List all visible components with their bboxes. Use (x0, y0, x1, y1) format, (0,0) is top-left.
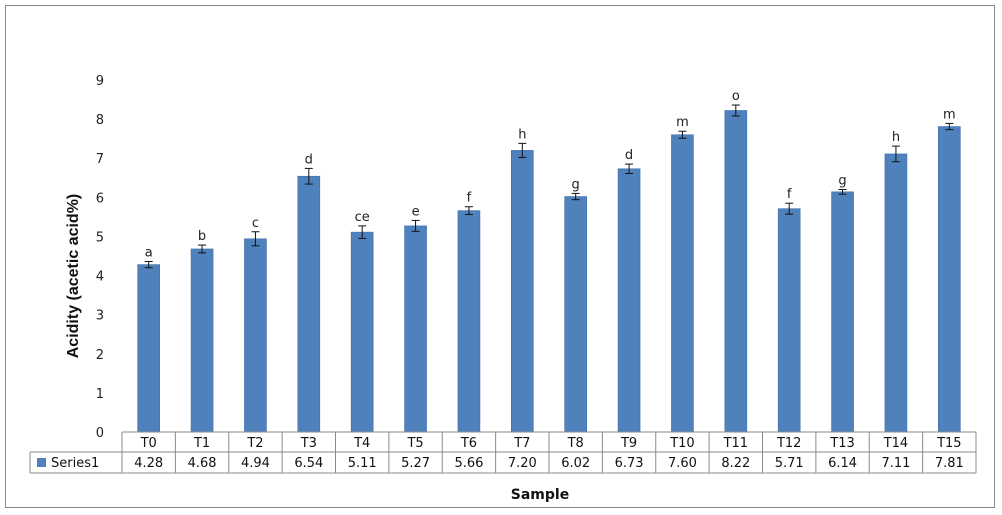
y-tick-label: 7 (96, 152, 104, 167)
y-tick-label: 6 (96, 191, 104, 206)
data-value-label: 8.22 (721, 456, 750, 471)
bar (777, 208, 801, 433)
bar (671, 134, 694, 433)
significance-label: f (787, 187, 792, 202)
category-label: T7 (513, 436, 530, 451)
significance-label: o (732, 89, 740, 104)
significance-label: g (572, 177, 580, 192)
legend-swatch (37, 458, 46, 467)
y-tick-label: 5 (96, 230, 104, 245)
category-label: T9 (620, 436, 637, 451)
significance-label: a (145, 245, 153, 260)
y-tick-label: 2 (96, 348, 104, 363)
data-value-label: 5.71 (775, 456, 804, 471)
bar (884, 153, 908, 433)
data-value-label: 6.14 (828, 456, 857, 471)
category-label: T3 (300, 436, 317, 451)
significance-label: h (518, 127, 526, 142)
data-value-label: 7.81 (935, 456, 964, 471)
category-label: T13 (829, 436, 854, 451)
category-label: T4 (353, 436, 370, 451)
data-value-label: 7.20 (508, 456, 537, 471)
significance-label: d (625, 148, 633, 163)
bar (457, 210, 481, 433)
category-label: T14 (883, 436, 908, 451)
bar (244, 238, 267, 433)
bar (938, 126, 961, 433)
y-tick-label: 0 (96, 426, 104, 441)
significance-label: e (412, 204, 420, 219)
significance-label: f (467, 191, 472, 206)
y-tick-label: 1 (96, 387, 104, 402)
bar (404, 225, 427, 433)
bar (831, 191, 854, 433)
data-value-label: 5.27 (401, 456, 430, 471)
data-value-label: 4.94 (241, 456, 270, 471)
category-label: T5 (406, 436, 423, 451)
bars: a b c d ce e f h g d m o f g h m (137, 89, 961, 433)
data-value-label: 7.60 (668, 456, 697, 471)
bar (350, 231, 374, 433)
bar (137, 264, 160, 433)
category-label: T12 (776, 436, 801, 451)
y-tick-label: 4 (96, 270, 104, 285)
significance-label: m (676, 115, 689, 130)
bar (724, 110, 748, 433)
data-value-label: 6.54 (294, 456, 323, 471)
significance-label: b (198, 229, 206, 244)
significance-label: ce (355, 210, 370, 225)
significance-label: h (892, 130, 900, 145)
y-tick-label: 9 (96, 74, 104, 89)
significance-label: c (252, 216, 259, 231)
category-label: T0 (140, 436, 157, 451)
category-label: T8 (567, 436, 584, 451)
category-label: T10 (669, 436, 694, 451)
bar (190, 248, 214, 433)
data-value-label: 6.02 (561, 456, 590, 471)
data-value-label: 7.11 (881, 456, 910, 471)
significance-label: m (943, 107, 956, 122)
significance-label: d (305, 152, 313, 167)
bar (511, 150, 534, 433)
category-label: T15 (936, 436, 961, 451)
category-label: T2 (246, 436, 263, 451)
bar (617, 168, 641, 433)
category-label: T1 (193, 436, 210, 451)
significance-label: g (838, 174, 846, 189)
y-axis-label: Acidity (acetic acid%) (65, 194, 82, 359)
chart-frame (5, 5, 995, 508)
y-tick-label: 8 (96, 113, 104, 128)
bar (297, 175, 321, 433)
data-value-label: 4.68 (188, 456, 217, 471)
bar (564, 196, 587, 433)
category-label: T6 (460, 436, 477, 451)
data-value-label: 6.73 (615, 456, 644, 471)
data-table: Series1 T0 4.28 T1 4.68 T2 4.94 T3 6.54 T4 5.11 T5 5… (29, 431, 977, 474)
x-axis-label: Sample (511, 487, 569, 503)
y-axis: 0 1 2 3 4 5 6 7 8 9 (96, 74, 104, 441)
legend-series-name: Series1 (51, 456, 99, 471)
y-tick-label: 3 (96, 309, 104, 324)
data-value-label: 5.11 (348, 456, 377, 471)
data-value-label: 4.28 (134, 456, 163, 471)
data-value-label: 5.66 (454, 456, 483, 471)
category-label: T11 (723, 436, 748, 451)
